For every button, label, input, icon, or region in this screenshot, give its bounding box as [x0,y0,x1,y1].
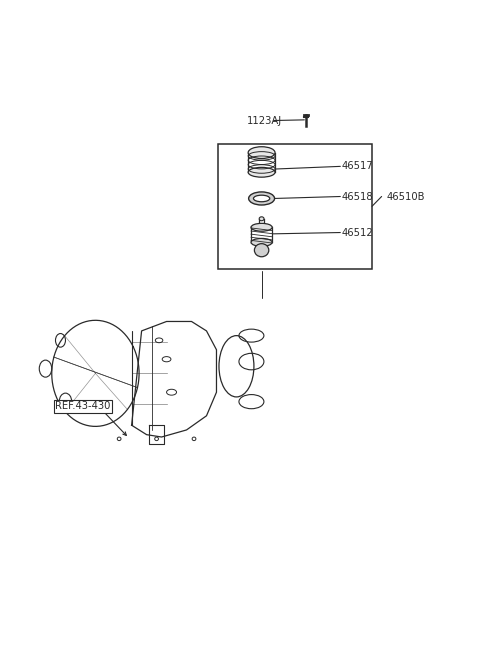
Ellipse shape [259,217,264,221]
Text: 46517: 46517 [342,161,373,172]
Text: 1123AJ: 1123AJ [247,115,282,126]
Text: 46518: 46518 [342,191,373,202]
Ellipse shape [248,147,275,159]
Text: 46510B: 46510B [386,191,425,202]
Text: 46512: 46512 [342,227,373,238]
Ellipse shape [251,238,272,246]
Ellipse shape [254,244,269,257]
Ellipse shape [253,195,270,202]
Ellipse shape [251,223,272,231]
Ellipse shape [248,167,275,178]
Text: REF.43-430: REF.43-430 [55,401,110,411]
Ellipse shape [249,192,275,205]
Bar [218,144,372,269]
